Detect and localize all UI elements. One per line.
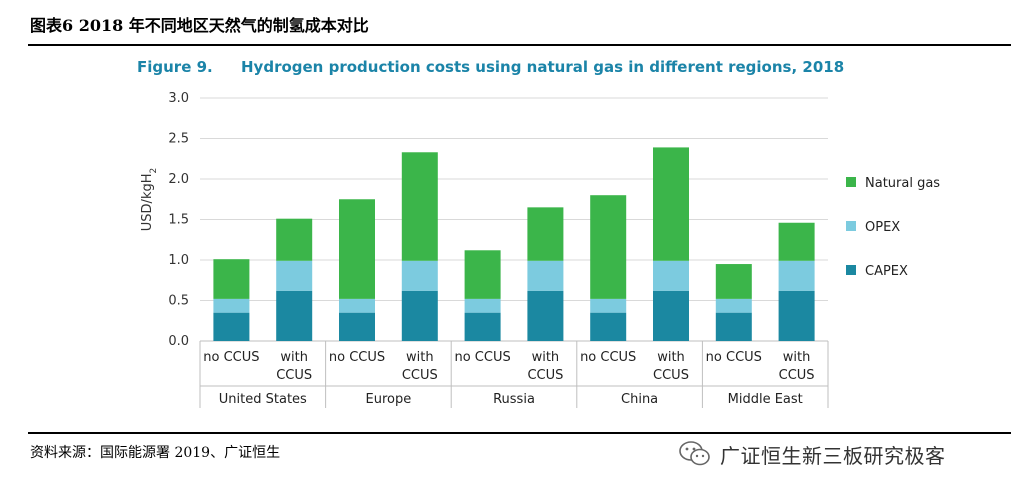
region-label: Europe <box>366 392 412 407</box>
legend-label: Natural gas <box>865 176 940 191</box>
x-category-label: no CCUS <box>454 350 510 365</box>
bar-capex <box>778 290 815 341</box>
watermark-text: 广证恒生新三板研究极客 <box>720 443 946 468</box>
bar-capex <box>339 312 375 341</box>
bar-capex <box>276 290 313 341</box>
bottom-divider <box>28 432 1011 434</box>
bar-natural-gas <box>590 195 627 299</box>
bar-capex <box>715 312 752 341</box>
legend-swatch-natural-gas <box>846 177 856 187</box>
chart-title: Hydrogen production costs using natural … <box>241 58 844 76</box>
bar-natural-gas <box>213 259 250 299</box>
x-category-label: with <box>280 350 308 365</box>
top-divider <box>28 44 1011 46</box>
x-category-label: no CCUS <box>329 350 385 365</box>
bar-opex <box>276 260 313 291</box>
region-label: Russia <box>493 392 535 407</box>
y-tick-label: 1.5 <box>168 213 189 228</box>
x-category-label: no CCUS <box>580 350 636 365</box>
bar-opex <box>339 298 375 313</box>
y-tick-label: 1.0 <box>168 253 189 268</box>
bar-opex <box>527 260 564 291</box>
x-category-label: CCUS <box>653 368 689 383</box>
x-category-label: no CCUS <box>706 350 762 365</box>
bar-capex <box>401 290 438 341</box>
bar-opex <box>590 298 627 313</box>
x-category-label: CCUS <box>276 368 312 383</box>
bar-natural-gas <box>276 218 313 261</box>
y-tick-label: 2.5 <box>168 132 189 147</box>
legend-swatch-capex <box>846 265 856 275</box>
region-label: China <box>621 392 658 407</box>
bar-capex <box>590 312 627 341</box>
region-label: United States <box>219 392 307 407</box>
wechat-icon <box>679 441 710 466</box>
bar-natural-gas <box>527 207 564 261</box>
y-tick-label: 0.0 <box>168 334 189 349</box>
x-category-label: with <box>532 350 560 365</box>
bar-opex <box>778 260 815 291</box>
figure-label: Figure 9. <box>137 58 213 76</box>
bar-opex <box>715 298 752 313</box>
region-label: Middle East <box>728 392 803 407</box>
watermark: 广证恒生新三板研究极客 <box>678 436 946 472</box>
y-tick-label: 2.0 <box>168 172 189 187</box>
x-category-label: CCUS <box>779 368 815 383</box>
bar-natural-gas <box>339 199 375 299</box>
x-category-label: with <box>406 350 434 365</box>
bar-natural-gas <box>653 147 689 261</box>
bar-capex <box>464 312 501 341</box>
y-tick-label: 3.0 <box>168 91 189 106</box>
legend-label: CAPEX <box>865 264 908 279</box>
bar-opex <box>213 298 250 313</box>
bar-opex <box>653 260 689 291</box>
bar-capex <box>653 290 689 341</box>
bar-natural-gas <box>715 264 752 299</box>
bar-capex <box>527 290 564 341</box>
bar-natural-gas <box>401 152 438 261</box>
x-category-label: CCUS <box>527 368 563 383</box>
legend-label: OPEX <box>865 220 900 235</box>
source-note: 资料来源：国际能源署 2019、广证恒生 <box>30 445 281 461</box>
y-tick-label: 0.5 <box>168 294 189 309</box>
x-category-label: CCUS <box>402 368 438 383</box>
bar-opex <box>464 298 501 313</box>
report-title: 图表6 2018 年不同地区天然气的制氢成本对比 <box>30 16 369 35</box>
bar-natural-gas <box>464 250 501 299</box>
bar-opex <box>401 260 438 291</box>
x-category-label: no CCUS <box>203 350 259 365</box>
bar-capex <box>213 312 250 341</box>
y-axis-label: USD/kgH2 <box>140 168 159 231</box>
x-category-label: with <box>657 350 685 365</box>
legend-swatch-opex <box>846 221 856 231</box>
x-category-label: with <box>783 350 811 365</box>
bar-natural-gas <box>778 222 815 261</box>
